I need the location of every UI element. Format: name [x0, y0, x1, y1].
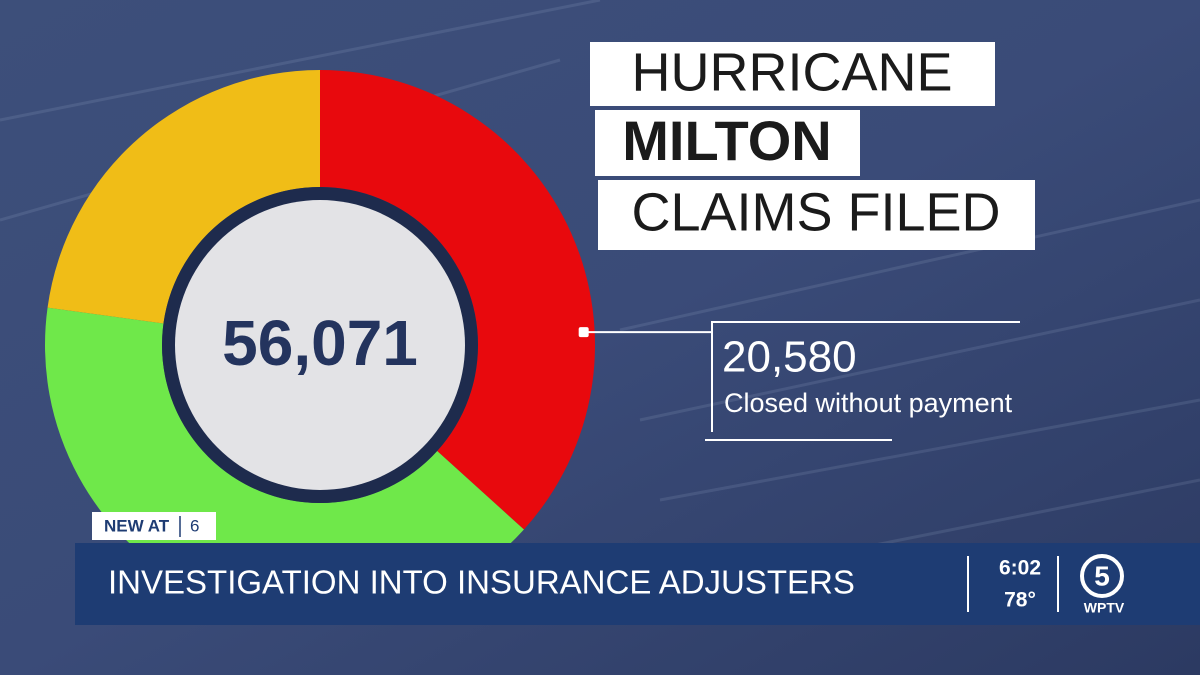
donut-chart: [44, 70, 596, 621]
title-box: [590, 42, 995, 106]
callout-bracket: [705, 321, 1020, 441]
title-line: HURRICANE: [631, 42, 952, 102]
leader-dot: [578, 327, 589, 338]
total-label: 56,071: [222, 307, 418, 379]
value-label: 20,580: [722, 333, 857, 382]
donut-segment: [47, 70, 320, 324]
logo-ring: [1080, 554, 1124, 598]
tag-box: [92, 512, 216, 540]
logo-number: 5: [1094, 560, 1110, 591]
document-backdrop: [0, 0, 1200, 580]
ticker-bar: [75, 543, 1200, 625]
tag-text: NEW AT: [104, 516, 170, 535]
temperature: 78°: [1004, 589, 1036, 612]
title-box: [595, 110, 860, 176]
station: WPTV: [1084, 600, 1125, 616]
center-disc: [175, 200, 465, 490]
title-line: CLAIMS FILED: [631, 182, 1000, 242]
category-label: Closed without payment: [724, 388, 1013, 418]
time: 6:02: [999, 557, 1041, 580]
headline: INVESTIGATION INTO INSURANCE ADJUSTERS: [108, 564, 855, 601]
donut-segment: [320, 70, 596, 530]
title-line: MILTON: [622, 109, 831, 172]
title-box: [598, 180, 1035, 250]
donut-segment: [44, 307, 524, 621]
tag-hour: 6: [190, 516, 199, 535]
